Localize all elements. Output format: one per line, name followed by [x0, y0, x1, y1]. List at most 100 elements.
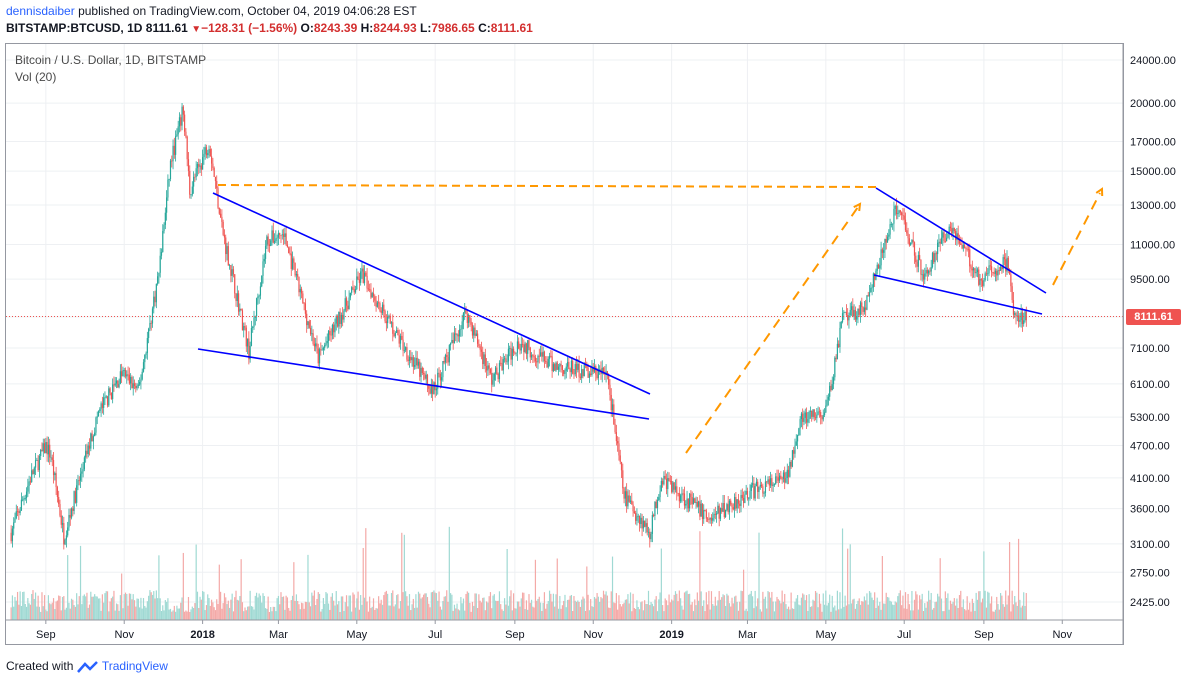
volume-bar [551, 601, 553, 620]
candle-body [928, 270, 930, 274]
candle-body [965, 247, 967, 249]
volume-bar [573, 596, 575, 620]
candle-body [298, 276, 300, 293]
volume-bar [780, 603, 782, 620]
volume-bar [390, 593, 393, 620]
candle-body [653, 515, 655, 516]
volume-bar [799, 605, 801, 620]
candle-body [33, 467, 35, 474]
flag-lower-trendline [873, 274, 1043, 315]
candle-body [363, 272, 366, 283]
candle-body [947, 233, 949, 238]
candle-body [893, 208, 895, 224]
candle-body [492, 380, 494, 385]
volume-bar [419, 593, 421, 620]
volume-bar [892, 604, 894, 620]
candle-body [264, 245, 267, 259]
volume-bar [548, 590, 551, 620]
candle-body [414, 365, 416, 367]
volume-bar [177, 608, 179, 620]
volume-bar [539, 602, 542, 620]
volume-bar [126, 593, 128, 620]
volume-bar [281, 596, 283, 620]
created-with-text: Created with [6, 659, 74, 673]
candle-body [465, 308, 467, 315]
volume-bar [70, 598, 73, 620]
candle-body [735, 497, 737, 509]
volume-bar [847, 548, 849, 620]
volume-bar [700, 591, 702, 620]
candle-body [704, 510, 706, 511]
author-link[interactable]: dennisdaiber [6, 4, 75, 18]
volume-bar [514, 608, 516, 620]
candle-body [730, 500, 732, 505]
candle-body [154, 296, 156, 303]
volume-bar [785, 604, 787, 620]
candle-body [516, 341, 519, 353]
candle-body [823, 412, 826, 416]
candle-body [992, 272, 994, 273]
candle-body [722, 503, 724, 512]
y-tick-label: 6100.00 [1130, 379, 1170, 391]
volume-bar [920, 599, 922, 620]
candle-body [917, 255, 919, 267]
candle-body [791, 450, 794, 467]
volume-bar [432, 591, 434, 620]
candle-body [853, 309, 855, 317]
candle-body [476, 333, 479, 344]
candle-body [488, 365, 490, 369]
volume-bar [939, 558, 941, 620]
volume-bar [956, 598, 958, 620]
publish-line: dennisdaiber published on TradingView.co… [6, 4, 417, 18]
volume-bar [802, 593, 804, 620]
volume-bar [340, 596, 342, 620]
volume-bar [420, 598, 422, 620]
volume-bar [10, 607, 12, 620]
volume-bar [606, 595, 608, 620]
volume-bar [302, 603, 304, 620]
volume-bar [290, 600, 292, 620]
candle-body [25, 491, 28, 499]
volume-bar [501, 609, 503, 620]
candle-body [541, 352, 543, 357]
candle-body [626, 491, 628, 507]
volume-bar [807, 610, 809, 620]
volume-bar [459, 610, 461, 620]
candle-body [979, 278, 981, 285]
volume-bar [748, 594, 750, 620]
volume-bar [818, 593, 821, 620]
volume-bar [172, 610, 174, 620]
tradingview-link[interactable]: TradingView [101, 659, 168, 673]
volume-bar [38, 606, 41, 620]
volume-bar [11, 595, 14, 620]
candle-body [460, 328, 462, 330]
volume-bar [525, 600, 528, 620]
candle-body [803, 417, 805, 422]
volume-bar [479, 600, 481, 620]
volume-bar [937, 593, 939, 620]
candle-body [990, 266, 993, 273]
candle-body [250, 328, 253, 346]
volume-bar [579, 606, 581, 620]
candle-body [790, 461, 792, 467]
volume-bar [193, 608, 195, 620]
candle-body [181, 106, 183, 126]
volume-bar [671, 599, 673, 620]
volume-bar [750, 590, 752, 620]
volume-bar [680, 598, 682, 620]
volume-bar [54, 609, 56, 620]
candle-body [45, 442, 47, 454]
x-tick-label: Sep [974, 629, 994, 641]
candle-body [533, 355, 535, 358]
candle-body [713, 513, 715, 519]
volume-bar [466, 591, 468, 620]
candle-body [91, 433, 93, 442]
volume-bar [771, 591, 773, 620]
volume-bar [273, 606, 276, 620]
volume-bar [658, 599, 660, 620]
candle-body [551, 356, 553, 372]
candle-body [311, 333, 313, 335]
candle-body [665, 478, 668, 490]
candle-body [845, 311, 847, 316]
